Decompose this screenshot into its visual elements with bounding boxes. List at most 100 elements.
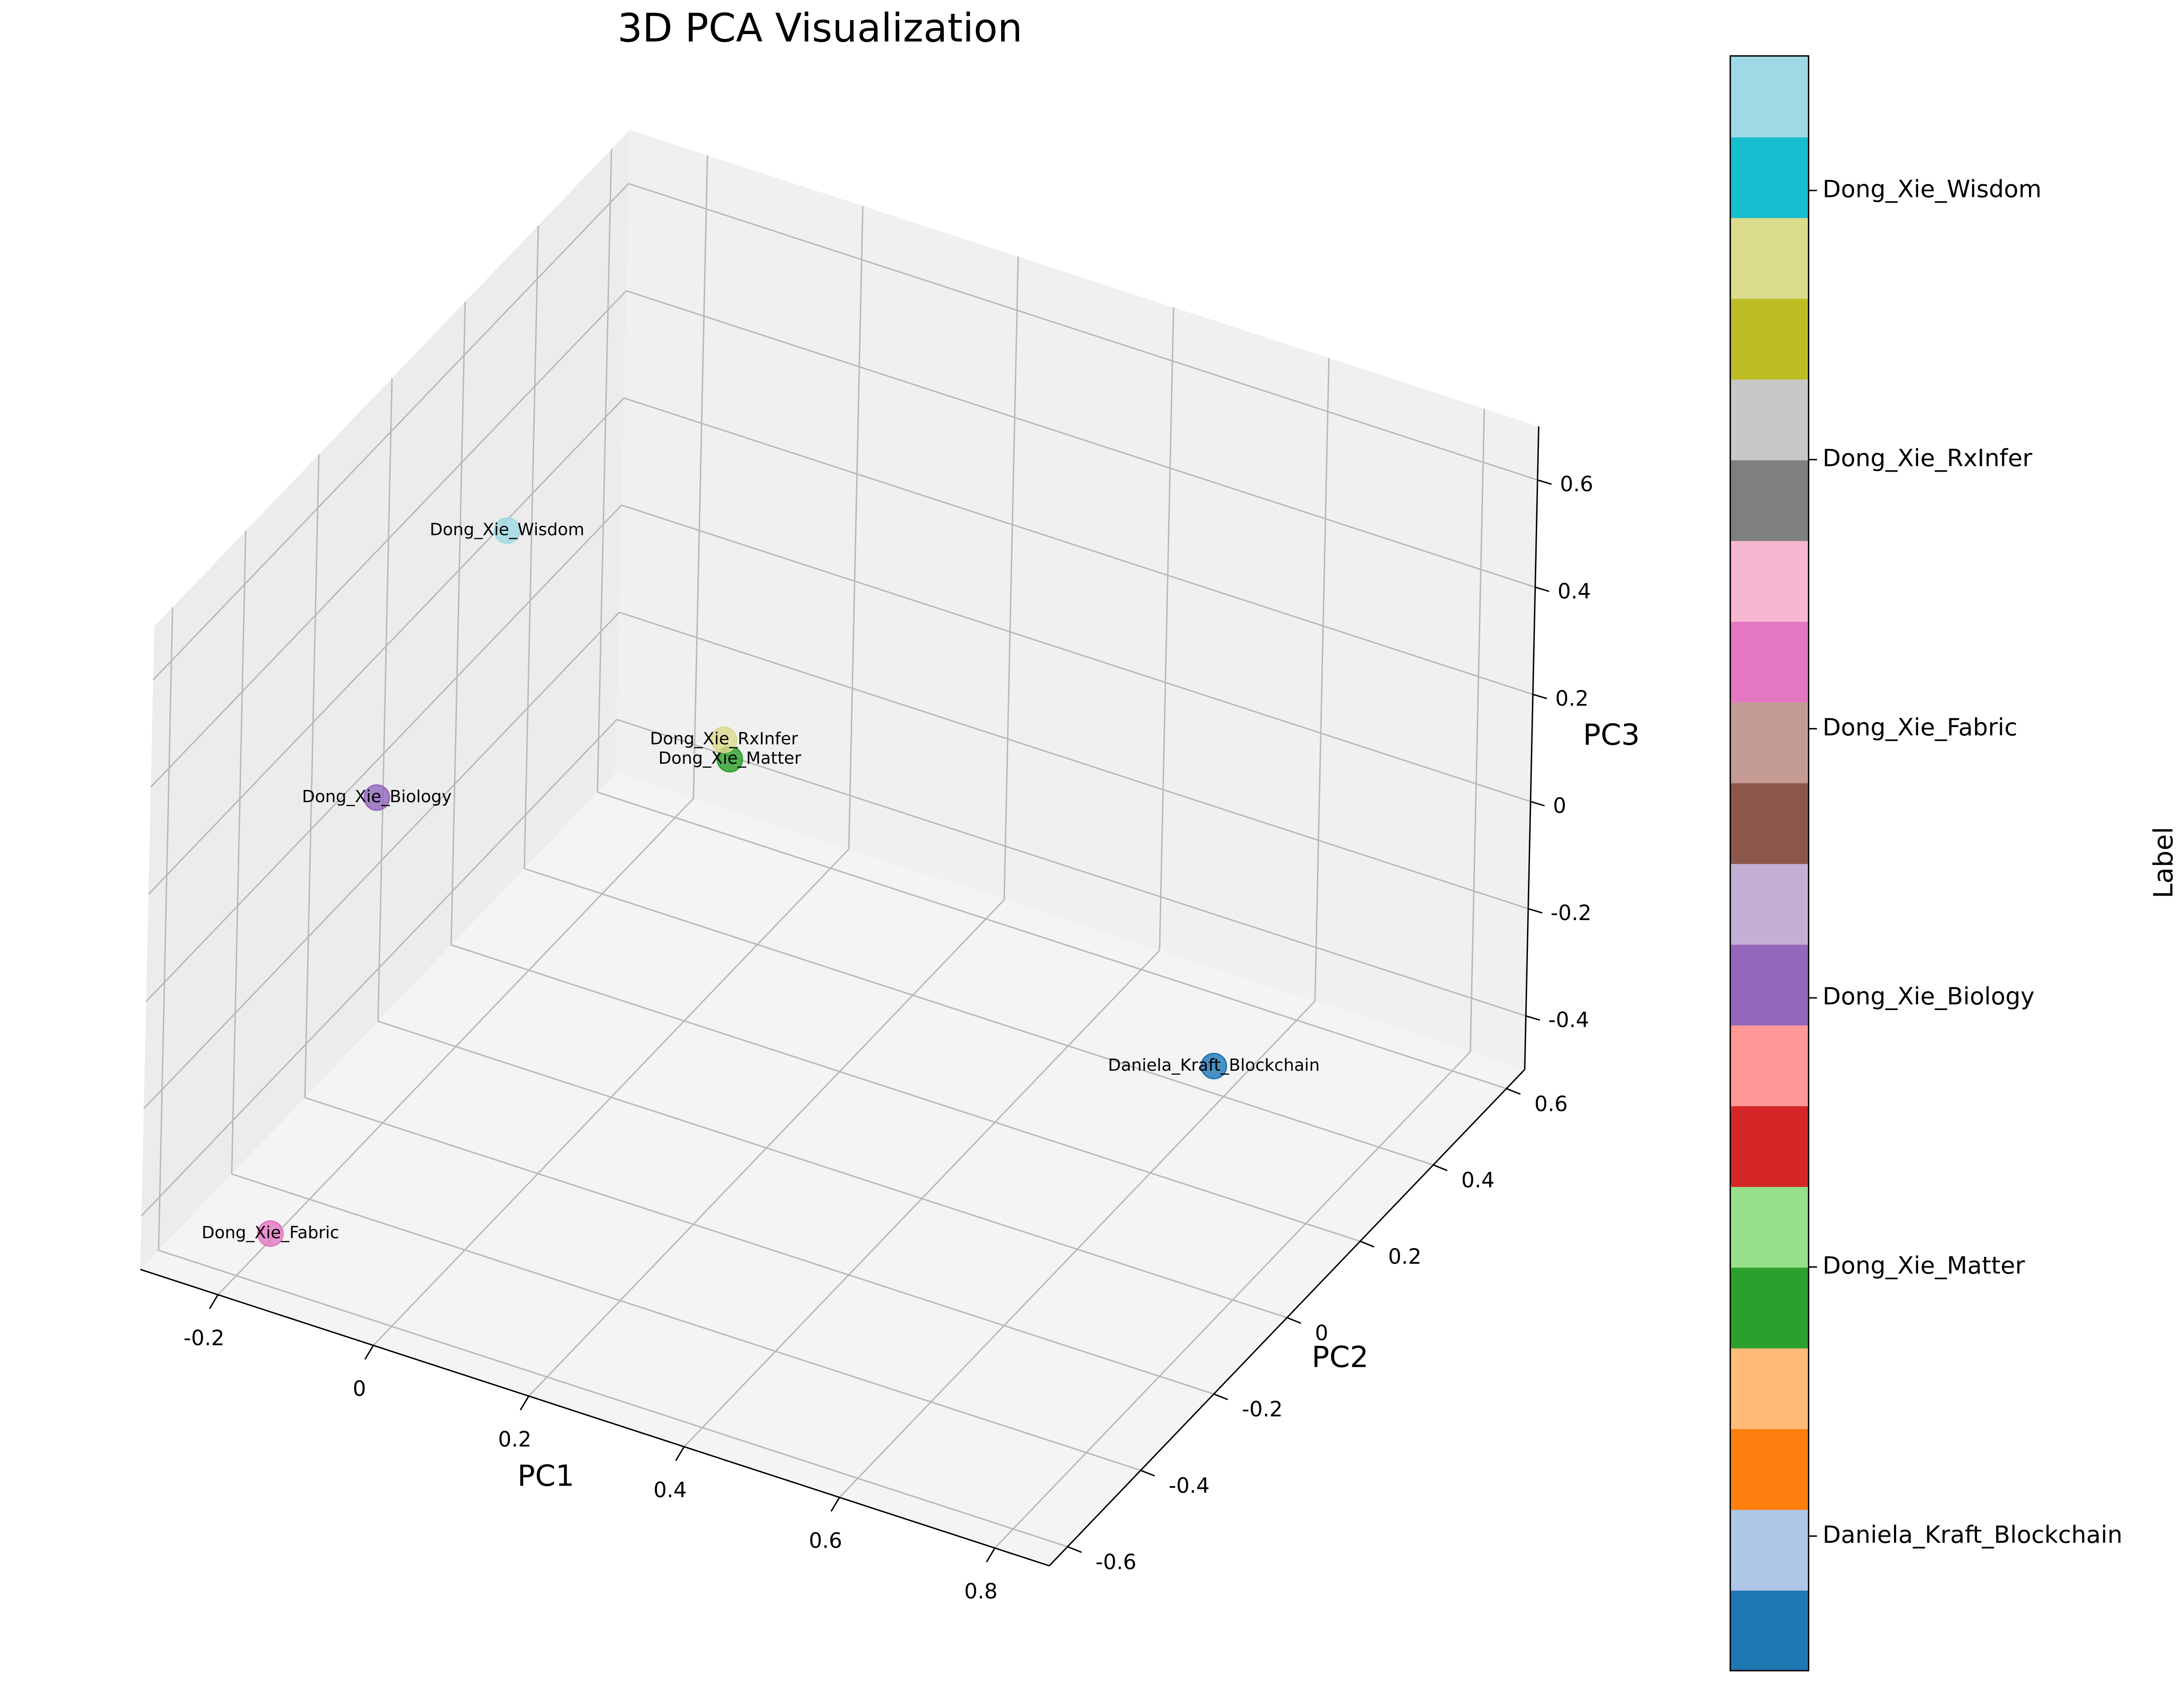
colorbar-band — [1730, 298, 1809, 380]
colorbar-band — [1730, 540, 1809, 622]
x-tick-label: -0.2 — [183, 1326, 225, 1350]
colorbar-tick-label: Dong_Xie_Matter — [1823, 1251, 2025, 1279]
grid-line — [451, 944, 1361, 1242]
y-tick-mark — [1067, 1546, 1082, 1553]
grid-line — [158, 1249, 1068, 1548]
point — [257, 1220, 284, 1247]
grid-line — [232, 1173, 1141, 1471]
grid-line — [597, 149, 612, 793]
x-tick-mark — [364, 1345, 374, 1360]
z-tick-mark — [1532, 693, 1547, 700]
y-tick-label: 0.6 — [1534, 1092, 1568, 1116]
z-axis-line — [1524, 426, 1540, 1070]
y-tick-mark — [1140, 1469, 1155, 1477]
x-tick-label: 0.6 — [809, 1528, 842, 1553]
grid-line — [152, 183, 629, 681]
point — [363, 784, 390, 811]
colorbar-band — [1730, 1024, 1809, 1107]
x-axis-line — [140, 1269, 1050, 1567]
z-tick-label: 0.6 — [1560, 472, 1593, 497]
y-tick-mark — [1286, 1317, 1302, 1324]
grid-line — [1314, 358, 1330, 1001]
grid-line — [628, 183, 1538, 481]
x-tick-label: 0.8 — [964, 1579, 997, 1603]
point-label: Daniela_Kraft_Blockchain — [1108, 1055, 1320, 1075]
colorbar-band — [1730, 1348, 1809, 1429]
y-tick-mark — [1360, 1241, 1375, 1248]
z-tick-label: 0 — [1553, 793, 1566, 818]
colorbar-band — [1730, 1428, 1809, 1510]
z-axis-label: PC3 — [1583, 718, 1640, 752]
y-axis-label: PC2 — [1312, 1340, 1368, 1374]
grid-line — [304, 454, 320, 1098]
x-tick-mark — [986, 1548, 996, 1562]
colorbar-tick-label: Dong_Xie_Wisdom — [1823, 175, 2042, 203]
point-label: Dong_Xie_Matter — [658, 748, 801, 768]
z-tick-mark — [1535, 586, 1550, 592]
colorbar-band — [1730, 944, 1809, 1026]
point-label: Dong_Xie_Biology — [302, 787, 452, 807]
colorbar-band — [1730, 1105, 1809, 1187]
z-tick-mark — [1525, 1015, 1540, 1021]
colorbar-band — [1730, 863, 1809, 945]
colorbar-tick-label: Dong_Xie_RxInfer — [1823, 444, 2033, 472]
colorbar-band — [1730, 217, 1809, 299]
z-tick-label: 0.4 — [1558, 579, 1591, 603]
colorbar-tick-label: Daniela_Kraft_Blockchain — [1823, 1521, 2123, 1548]
colorbar-label: Label — [2149, 827, 2179, 898]
x-axis-label: PC1 — [517, 1459, 574, 1493]
grid-line — [524, 868, 1434, 1166]
grid-line — [692, 155, 708, 799]
grid-line — [231, 531, 247, 1174]
grid-line — [148, 397, 625, 895]
grid-line — [158, 607, 173, 1251]
point-label: Dong_Xie_Fabric — [202, 1223, 339, 1242]
chart-title: 3D PCA Visualization — [618, 6, 1023, 51]
grid-line — [143, 612, 620, 1109]
point — [1200, 1052, 1227, 1079]
point-label: Dong_Xie_Wisdom — [430, 520, 584, 539]
colorbar-band — [1730, 702, 1809, 783]
point-label: Dong_Xie_RxInfer — [650, 729, 798, 748]
z-tick-mark — [1537, 479, 1552, 485]
grid-line — [1159, 307, 1175, 951]
colorbar-tick-label: Dong_Xie_Biology — [1823, 982, 2035, 1010]
colorbar-band — [1730, 1267, 1809, 1348]
colorbar-band — [1730, 136, 1809, 218]
point — [494, 517, 521, 544]
colorbar-band — [1730, 621, 1809, 703]
colorbar-tick-label: Dong_Xie_Fabric — [1823, 713, 2018, 741]
grid-line — [1469, 408, 1485, 1052]
colorbar-band — [1730, 379, 1809, 461]
x-tick-label: 0 — [352, 1376, 366, 1401]
grid-line — [523, 225, 539, 869]
y-tick-mark — [1433, 1164, 1448, 1171]
colorbar-frame — [1729, 55, 1810, 1672]
x-tick-label: 0.4 — [653, 1478, 687, 1502]
point — [711, 726, 737, 753]
x-tick-label: 0.2 — [498, 1427, 531, 1452]
grid-line — [304, 1097, 1214, 1395]
grid-line — [150, 290, 627, 788]
colorbar-band — [1730, 1186, 1809, 1268]
y-axis-line — [1048, 1069, 1525, 1566]
grid-line — [597, 791, 1507, 1090]
z-tick-label: -0.4 — [1548, 1008, 1590, 1032]
grid-line — [623, 397, 1533, 695]
y-tick-label: 0 — [1315, 1321, 1328, 1345]
colorbar-band — [1730, 1509, 1809, 1591]
grid-line — [619, 611, 1529, 910]
grid-line — [616, 719, 1526, 1017]
grid-line — [626, 290, 1536, 588]
y-tick-label: 0.4 — [1461, 1168, 1494, 1193]
colorbar-band — [1730, 56, 1809, 138]
z-tick-mark — [1530, 800, 1545, 807]
colorbar-band — [1730, 1590, 1809, 1672]
grid-line — [377, 1021, 1287, 1318]
y-tick-mark — [1506, 1088, 1521, 1095]
grid-line — [848, 206, 864, 849]
colorbar-band — [1730, 783, 1809, 864]
x-tick-mark — [519, 1396, 529, 1410]
back-pane — [615, 130, 1539, 1070]
